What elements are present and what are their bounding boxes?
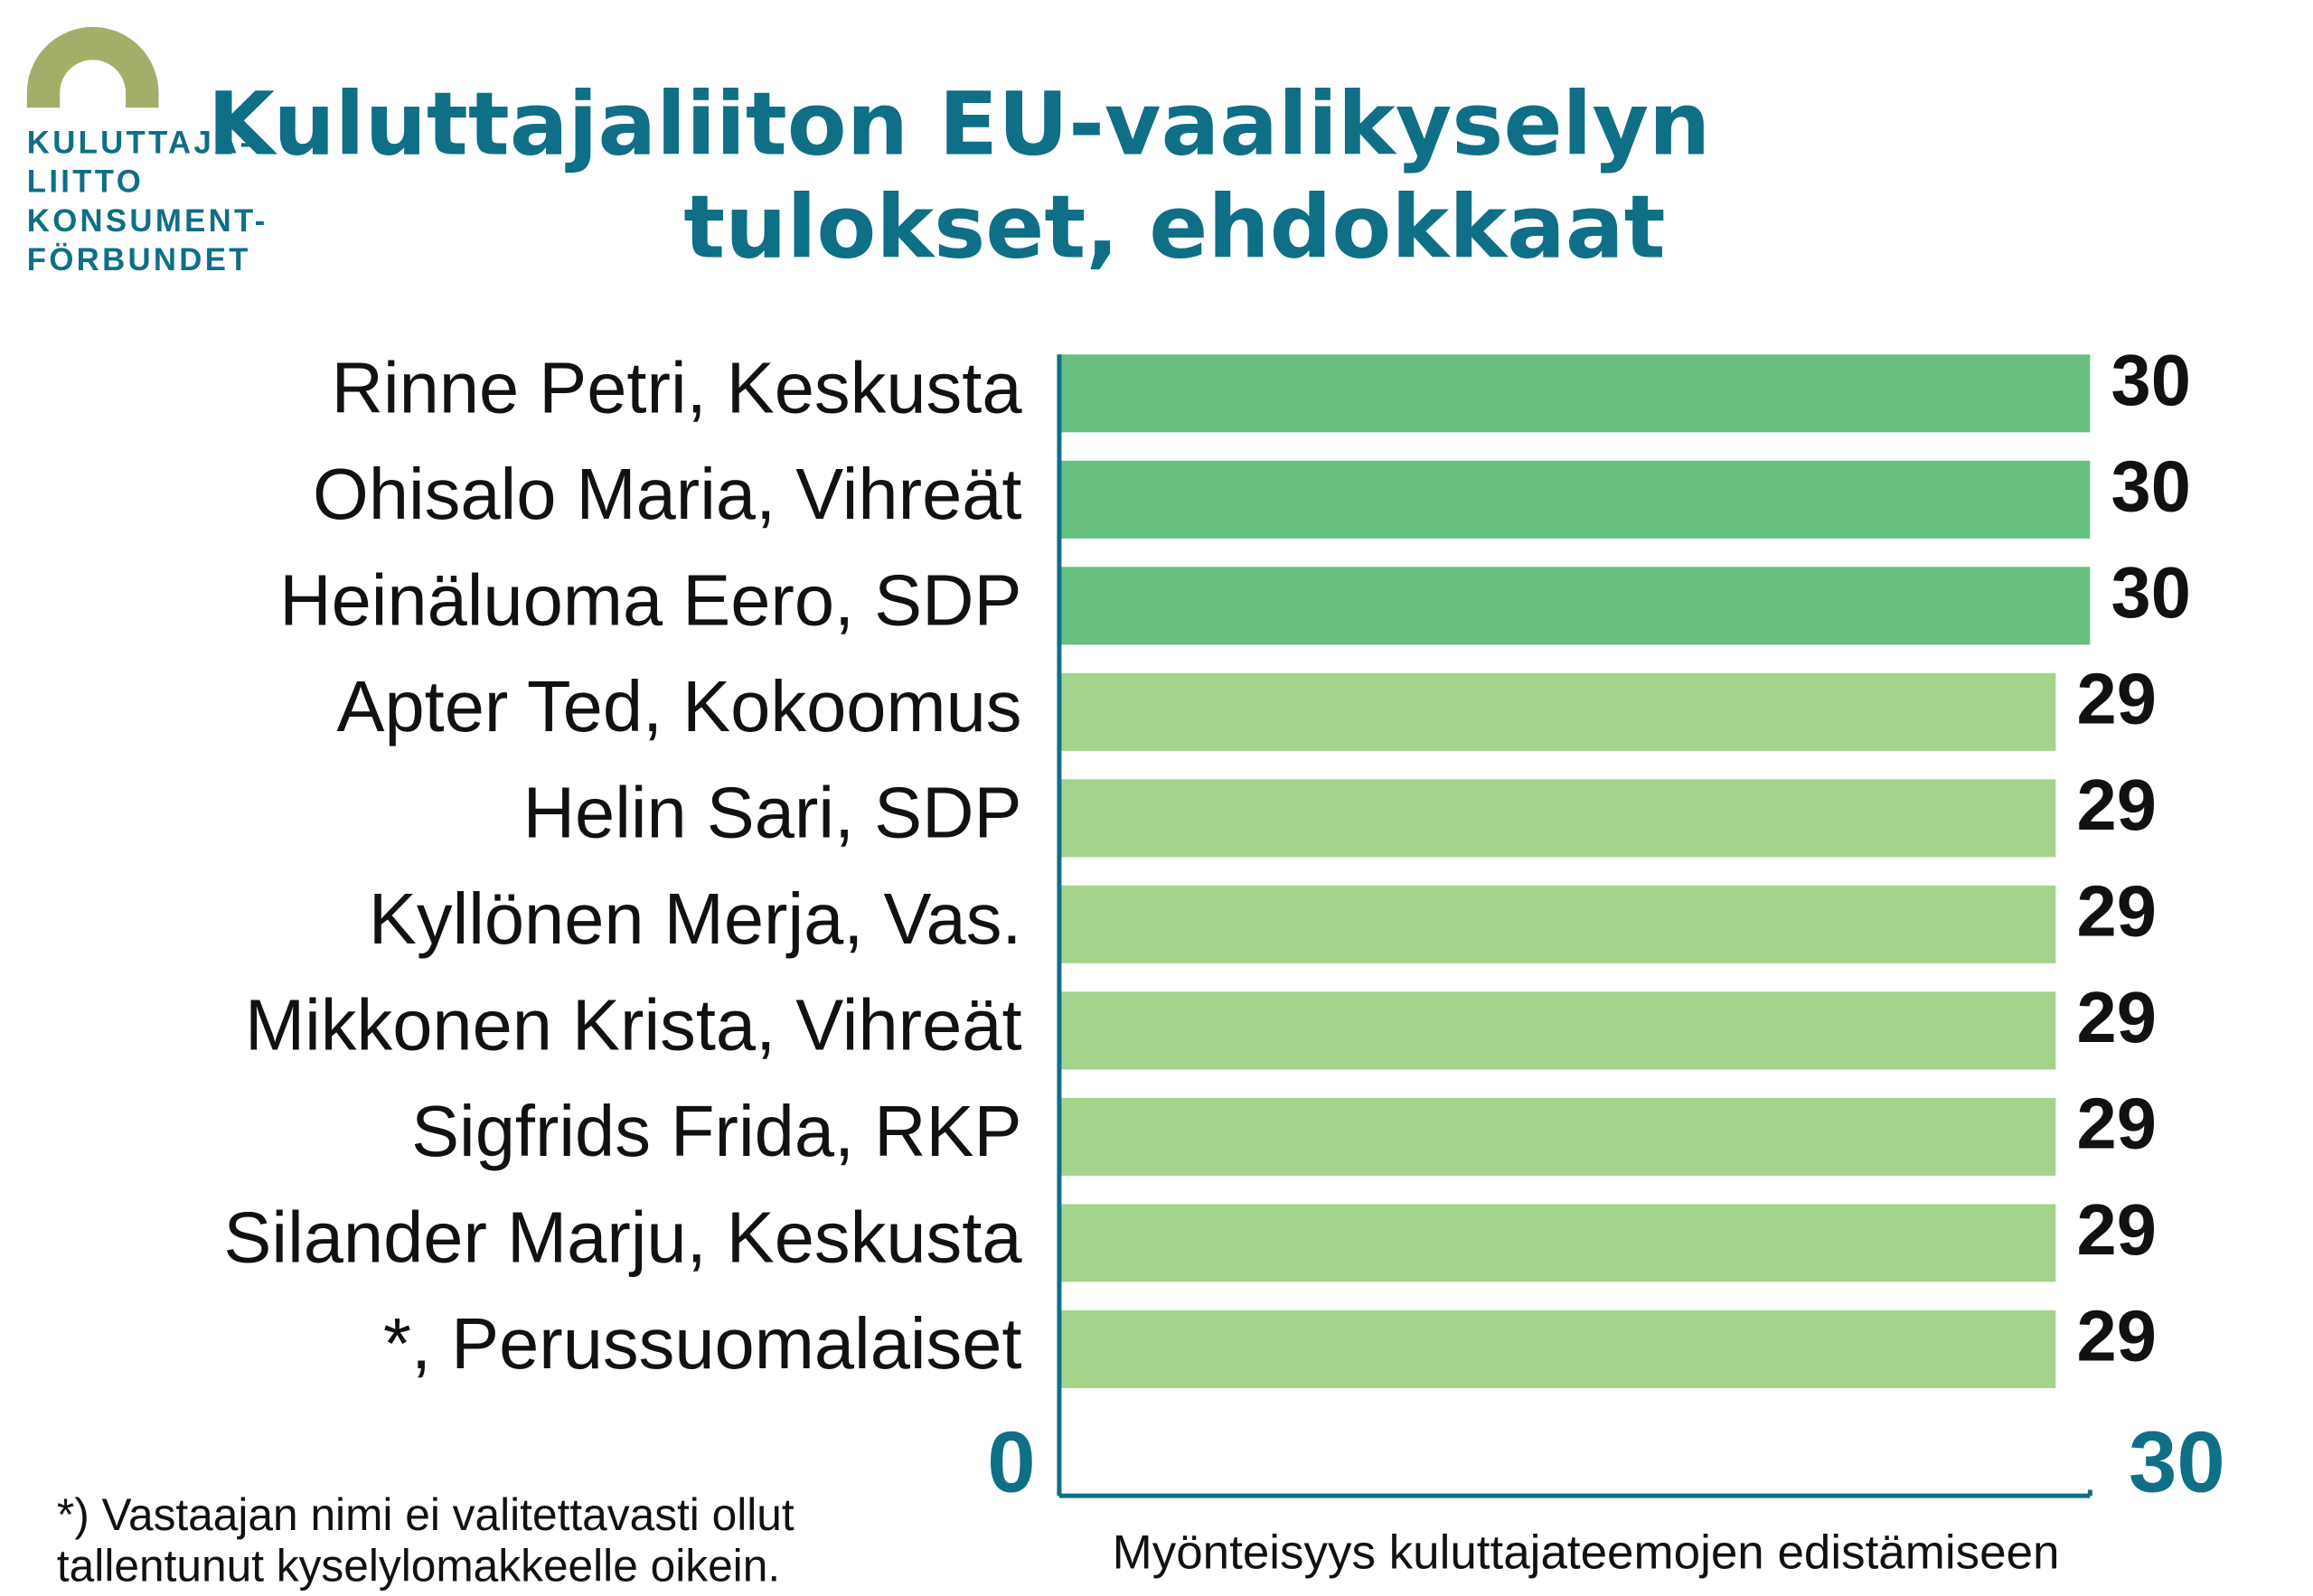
bar [1058, 1204, 2056, 1282]
category-label: Apter Ted, Kokoomus [336, 666, 1021, 746]
chart-title: tulokset, ehdokkaat [683, 177, 1665, 278]
logo-text: KULUTTAJA- [27, 127, 254, 161]
logo-text: LIITTO [27, 165, 144, 200]
category-label: Mikkonen Krista, Vihreät [245, 984, 1022, 1065]
bar [1058, 460, 2091, 539]
value-label: 29 [2077, 871, 2157, 952]
bar [1058, 1310, 2056, 1388]
bar [1058, 672, 2056, 751]
x-tick-label: 0 [987, 1414, 1035, 1511]
value-label: 29 [2077, 659, 2157, 739]
category-label: Rinne Petri, Keskusta [332, 347, 1023, 427]
bar [1058, 354, 2091, 433]
value-label: 29 [2077, 1296, 2157, 1376]
category-label: Kyllönen Merja, Vas. [369, 878, 1022, 959]
category-label: Sigfrids Frida, RKP [411, 1091, 1021, 1171]
category-label: *, Perussuomalaiset [383, 1303, 1021, 1384]
chart-title: Kuluttajaliiton EU-vaalikyselyn [208, 73, 1711, 174]
x-axis-label: Myönteisyys kuluttajateemojen edistämise… [1113, 1526, 2060, 1579]
value-label: 30 [2111, 552, 2191, 633]
category-label: Silander Marju, Keskusta [223, 1197, 1022, 1277]
category-label: Helin Sari, SDP [523, 772, 1022, 852]
bar [1058, 567, 2091, 645]
value-label: 30 [2111, 446, 2191, 527]
value-label: 29 [2077, 977, 2157, 1057]
bar [1058, 779, 2056, 858]
logo-text: KONSUMENT- [27, 204, 268, 239]
logo-arch [26, 26, 159, 108]
x-tick-label: 30 [2129, 1414, 2225, 1511]
bar [1058, 1097, 2056, 1176]
value-label: 29 [2077, 765, 2157, 845]
footnote: tallentunut kyselylomakkeelle oikein. [57, 1540, 780, 1591]
logo-text: FÖRBUNDET [27, 242, 251, 277]
value-label: 29 [2077, 1084, 2157, 1164]
bar [1058, 991, 2056, 1070]
category-label: Heinäluoma Eero, SDP [279, 559, 1021, 640]
bar [1058, 885, 2056, 963]
value-label: 30 [2111, 340, 2191, 420]
footnote: *) Vastaajan nimi ei valitettavasti ollu… [57, 1489, 795, 1540]
value-label: 29 [2077, 1189, 2157, 1270]
category-label: Ohisalo Maria, Vihreät [313, 454, 1021, 534]
